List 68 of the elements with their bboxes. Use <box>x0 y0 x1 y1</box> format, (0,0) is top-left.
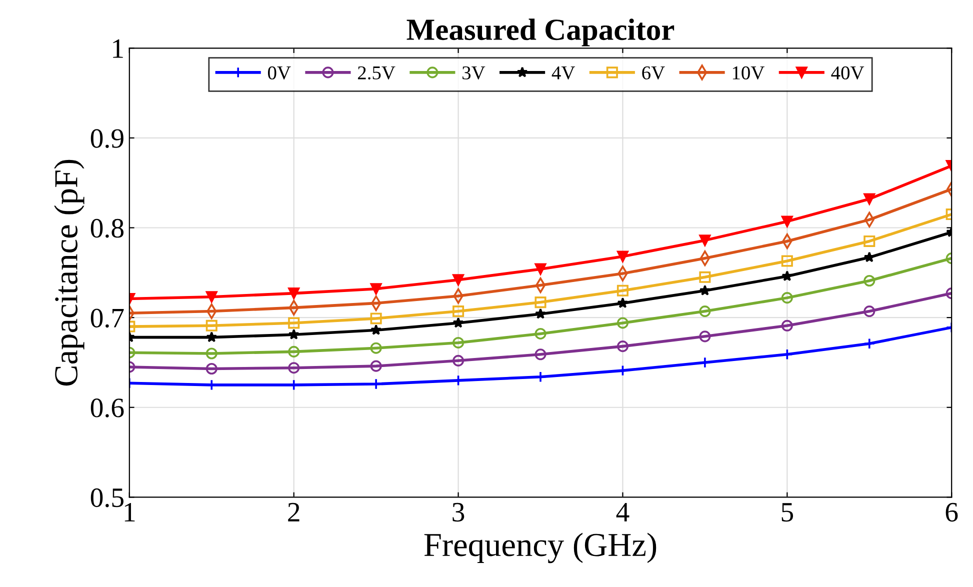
point <box>616 284 628 296</box>
point <box>864 274 876 287</box>
point <box>616 317 628 329</box>
point <box>782 270 793 282</box>
point <box>781 292 793 304</box>
y-tick-label: 0.5 <box>90 488 124 508</box>
point <box>370 324 382 335</box>
point <box>699 330 711 342</box>
point <box>206 320 218 332</box>
legend-label: 0V <box>268 66 291 80</box>
point <box>452 306 464 318</box>
point <box>288 328 300 340</box>
point <box>534 308 546 319</box>
point <box>699 234 711 246</box>
point <box>288 317 300 329</box>
x-axis-title: Frequency (GHz) <box>424 532 656 564</box>
point <box>452 336 464 348</box>
x-tick-label: 4 <box>616 503 630 522</box>
point <box>699 306 711 318</box>
point <box>699 356 711 368</box>
point <box>864 193 876 205</box>
legend-label: 3V <box>462 66 486 80</box>
y-tick-label: 0.8 <box>90 218 124 238</box>
point <box>370 342 382 354</box>
y-axis-title: Capacitance (pF) <box>54 160 84 386</box>
point <box>370 312 382 324</box>
point <box>288 288 300 300</box>
point <box>452 317 464 328</box>
x-tick-label: 5 <box>782 503 794 522</box>
x-tick-label: 6 <box>946 502 958 522</box>
point <box>616 250 628 262</box>
point <box>781 320 793 332</box>
point <box>534 348 546 360</box>
point <box>288 346 300 358</box>
point <box>206 348 218 360</box>
point <box>616 340 628 352</box>
point <box>864 338 876 350</box>
point <box>617 297 628 308</box>
point <box>534 328 546 340</box>
point <box>534 263 546 275</box>
point <box>781 216 793 228</box>
point <box>864 306 876 318</box>
point <box>699 284 710 296</box>
point <box>206 332 218 342</box>
point <box>206 362 218 375</box>
legend-label: 40V <box>831 66 864 80</box>
y-tick-label: 0.9 <box>90 129 124 148</box>
legend-label: 10V <box>732 66 764 80</box>
point <box>452 354 464 366</box>
point <box>370 283 382 295</box>
y-tick-label: 0.7 <box>90 308 124 328</box>
point <box>534 296 546 308</box>
point <box>206 291 218 303</box>
point <box>864 252 875 262</box>
legend-label: 4V <box>552 66 576 80</box>
legend-label: 6V <box>642 66 665 80</box>
point <box>452 274 464 286</box>
chart-title: Measured Capacitor <box>406 18 674 46</box>
y-tick-label: 0.6 <box>90 398 124 418</box>
legend-label: 2.5V <box>358 66 396 80</box>
y-tick-label: 1 <box>113 39 123 58</box>
point <box>370 360 382 372</box>
point <box>288 362 300 374</box>
point <box>864 235 876 247</box>
point <box>699 271 711 283</box>
x-tick-label: 3 <box>452 502 464 522</box>
x-tick-label: 2 <box>288 502 300 522</box>
point <box>781 255 793 267</box>
